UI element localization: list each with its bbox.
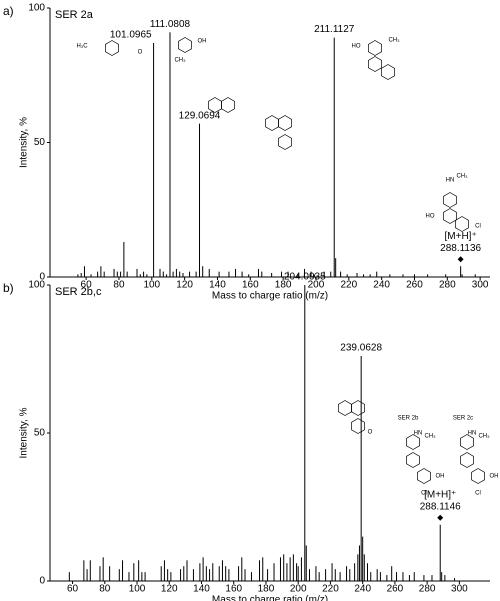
peak-label: 239.0628 bbox=[340, 343, 382, 354]
structure-ring bbox=[338, 400, 352, 416]
structure-ring bbox=[351, 418, 365, 434]
structure-label: O bbox=[368, 430, 373, 436]
y-tick-label: 0 bbox=[39, 576, 45, 587]
peak-label: [M+H]⁺ bbox=[445, 231, 477, 242]
x-tick-label: 280 bbox=[439, 280, 456, 291]
y-axis-label: Intensity, % bbox=[19, 117, 30, 168]
structure-label: OH bbox=[198, 39, 207, 45]
structure-label: CH₃ bbox=[388, 38, 400, 44]
x-tick-label: 240 bbox=[354, 584, 371, 595]
x-tick-label: 280 bbox=[419, 584, 436, 595]
peak-label: 101.0965 bbox=[110, 30, 152, 41]
structure-label: OH bbox=[436, 474, 445, 480]
structure-ring bbox=[105, 40, 119, 56]
structure-label: SER 2c bbox=[453, 416, 473, 422]
panel-label: b) bbox=[3, 281, 14, 295]
structure-ring bbox=[406, 452, 420, 468]
x-tick-label: 220 bbox=[340, 280, 357, 291]
x-tick-label: 300 bbox=[451, 584, 468, 595]
precursor-marker bbox=[437, 514, 444, 521]
x-tick-label: 160 bbox=[242, 280, 259, 291]
structure-label: Cl bbox=[421, 491, 427, 497]
y-tick-label: 50 bbox=[34, 428, 46, 439]
structure-label: O bbox=[138, 50, 143, 56]
structure-ring bbox=[460, 452, 474, 468]
y-tick-label: 100 bbox=[28, 280, 45, 291]
structure-label: SER 2b bbox=[398, 416, 419, 422]
structure-ring bbox=[351, 400, 365, 416]
structure-label: HO bbox=[426, 214, 435, 220]
structure-ring bbox=[443, 192, 457, 208]
chart-title: SER 2b,c bbox=[55, 286, 102, 298]
structure-ring bbox=[460, 434, 474, 450]
structure-label: CH₃ bbox=[424, 434, 436, 440]
structure-ring bbox=[221, 97, 235, 113]
structure-ring bbox=[278, 115, 292, 131]
structure-label: OH bbox=[490, 474, 499, 480]
structure-ring bbox=[417, 468, 431, 484]
structure-ring bbox=[368, 56, 382, 72]
peak-label: 288.1146 bbox=[420, 501, 461, 512]
structure-ring bbox=[278, 134, 292, 150]
x-axis-label: Mass to charge ratio (m/z) bbox=[212, 291, 328, 302]
peak-label: 129.0694 bbox=[179, 110, 221, 121]
x-tick-label: 220 bbox=[322, 584, 339, 595]
structure-ring bbox=[178, 37, 192, 53]
structure-ring bbox=[406, 434, 420, 450]
x-tick-label: 260 bbox=[406, 280, 423, 291]
x-tick-label: 100 bbox=[129, 584, 146, 595]
structure-ring bbox=[265, 115, 279, 131]
peak-label: 288.1136 bbox=[440, 243, 481, 254]
x-tick-label: 60 bbox=[67, 584, 79, 595]
structure-label: HN bbox=[468, 431, 477, 437]
x-tick-label: 140 bbox=[209, 280, 226, 291]
peak-label: 111.0808 bbox=[150, 19, 191, 30]
x-tick-label: 80 bbox=[99, 584, 111, 595]
structure-label: H₃C bbox=[76, 44, 88, 50]
structure-label: CH₃ bbox=[456, 174, 468, 180]
structure-label: Cl bbox=[475, 224, 481, 230]
x-tick-label: 160 bbox=[225, 584, 242, 595]
structure-ring bbox=[443, 208, 457, 224]
structure-label: HO bbox=[352, 44, 361, 50]
x-tick-label: 200 bbox=[290, 584, 307, 595]
chart-title: SER 2a bbox=[55, 9, 94, 21]
y-tick-label: 50 bbox=[34, 137, 46, 148]
x-tick-label: 100 bbox=[143, 280, 160, 291]
structure-ring bbox=[455, 216, 469, 232]
x-tick-label: 180 bbox=[275, 280, 292, 291]
x-tick-label: 140 bbox=[193, 584, 210, 595]
precursor-marker bbox=[457, 256, 464, 263]
y-tick-label: 100 bbox=[28, 3, 45, 14]
structure-ring bbox=[381, 64, 395, 80]
structure-label: CH₃ bbox=[174, 58, 186, 64]
x-tick-label: 240 bbox=[373, 280, 390, 291]
peak-label: [M+H]⁺ bbox=[424, 489, 456, 500]
x-tick-label: 80 bbox=[113, 280, 125, 291]
structure-label: CH₃ bbox=[478, 434, 490, 440]
y-axis-label: Intensity, % bbox=[19, 407, 30, 458]
structure-label: HN bbox=[414, 431, 423, 437]
structure-ring bbox=[471, 468, 485, 484]
peak-label: 204.0935 bbox=[284, 272, 326, 283]
structure-label: HN bbox=[446, 178, 455, 184]
peak-label: 211.1127 bbox=[314, 24, 355, 35]
x-tick-label: 200 bbox=[308, 280, 325, 291]
x-tick-label: 120 bbox=[176, 280, 193, 291]
panel-label: a) bbox=[3, 4, 14, 18]
structure-ring bbox=[368, 40, 382, 56]
structure-label: Cl bbox=[475, 491, 481, 497]
x-tick-label: 120 bbox=[161, 584, 178, 595]
x-axis-label: Mass to charge ratio (m/z) bbox=[212, 595, 328, 601]
x-tick-label: 260 bbox=[387, 584, 404, 595]
x-tick-label: 300 bbox=[472, 280, 489, 291]
x-tick-label: 60 bbox=[81, 280, 93, 291]
x-tick-label: 180 bbox=[258, 584, 275, 595]
y-tick-label: 0 bbox=[39, 272, 45, 283]
